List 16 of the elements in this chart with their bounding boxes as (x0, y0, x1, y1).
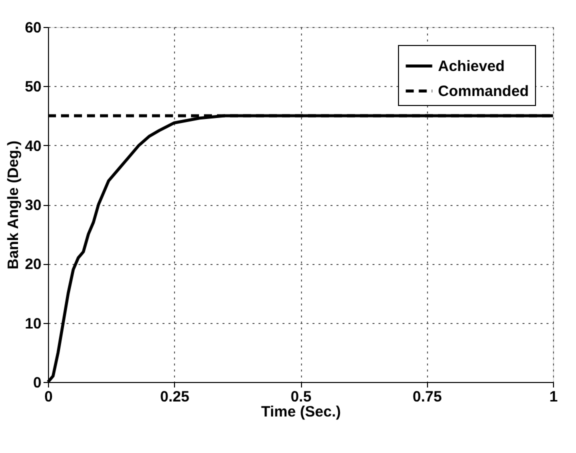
x-tick-label: 0.5 (290, 388, 312, 406)
y-tick-label: 0 (33, 374, 42, 392)
x-tick-label: 0.75 (412, 388, 442, 406)
y-tick-label: 60 (24, 20, 42, 36)
y-tick-label: 20 (24, 256, 42, 274)
y-tick-label: 10 (24, 315, 42, 332)
legend-label: Achieved (438, 58, 505, 75)
y-tick-label: 50 (24, 78, 42, 96)
y-tick-label: 40 (24, 138, 42, 155)
x-tick-label: 0 (44, 388, 53, 406)
x-tick-label: 1 (549, 388, 558, 406)
x-tick-label: 0.25 (160, 388, 190, 406)
x-axis-title: Time (Sec.) (261, 404, 341, 420)
legend-label: Commanded (438, 83, 529, 100)
y-axis-title: Bank Angle (Deg.) (4, 140, 22, 270)
y-tick-label: 30 (24, 197, 42, 214)
